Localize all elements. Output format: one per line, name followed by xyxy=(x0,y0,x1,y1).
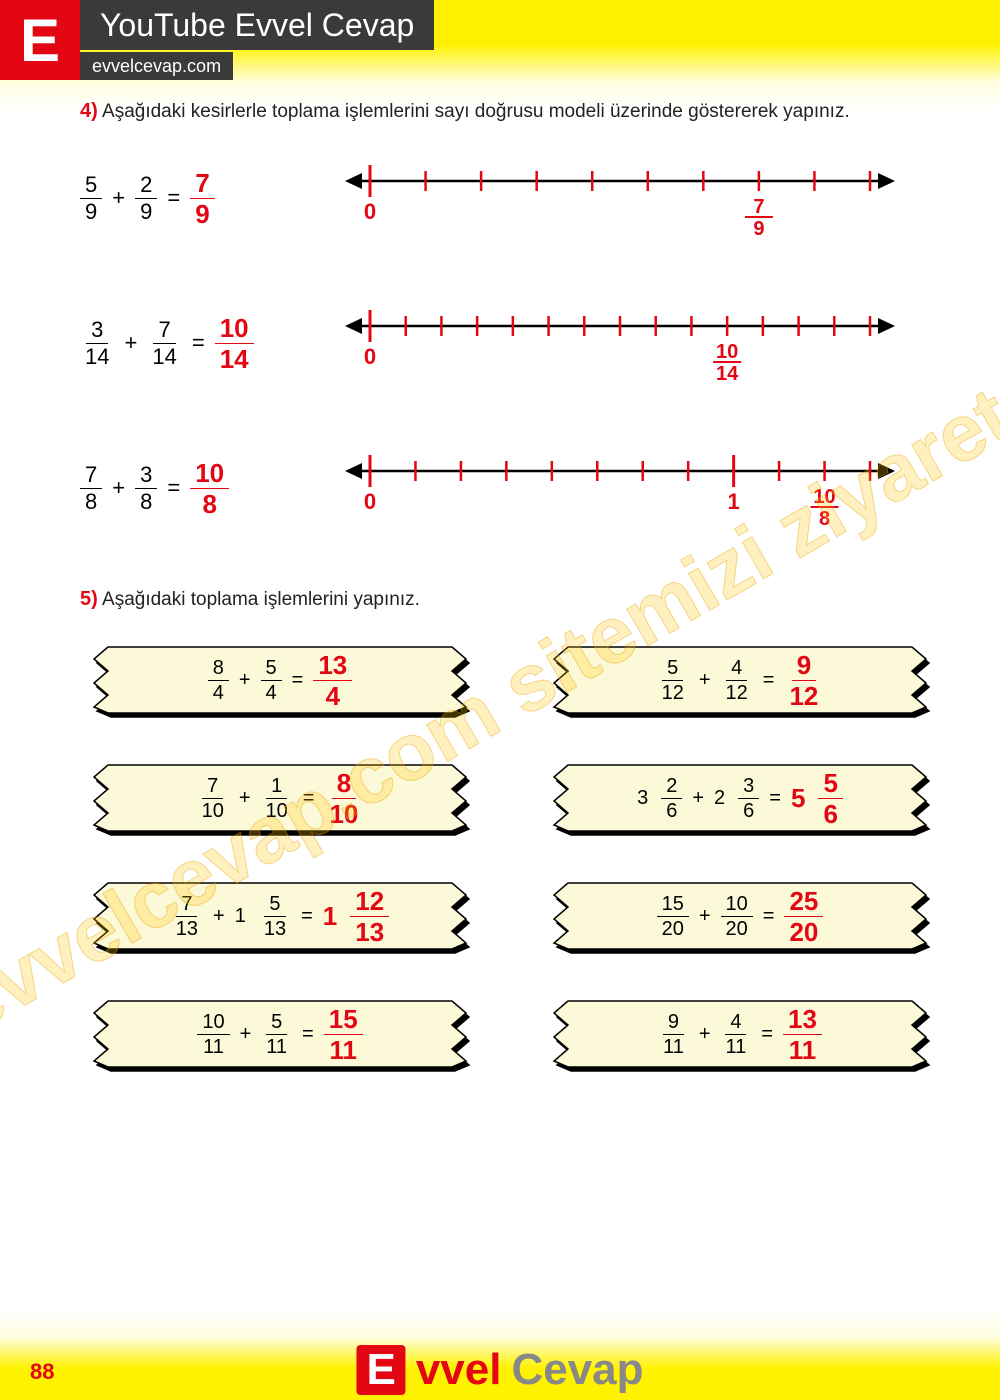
q4-row: 78 + 38 = 108 0 1 108 xyxy=(80,443,940,533)
q5-number: 5) xyxy=(80,588,98,610)
q4-equation: 314 + 714 = 1014 xyxy=(80,315,300,372)
svg-text:9: 9 xyxy=(753,218,764,240)
q5-grid: 84 + 54 = 134 512 + 412 = 912 710 + 110 … xyxy=(80,641,940,1073)
header-title: YouTube Evvel Cevap xyxy=(80,0,434,50)
page-content: 4) Aşağıdaki kesirlerle toplama işlemler… xyxy=(0,90,1000,1330)
box-equation: 326 + 236 = 556 xyxy=(540,759,940,837)
q4-equation: 78 + 38 = 108 xyxy=(80,460,300,517)
svg-text:8: 8 xyxy=(819,508,830,530)
q5-prompt: 5) Aşağıdaki toplama işlemlerini yapınız… xyxy=(80,588,940,611)
q4-row: 59 + 29 = 79 0 79 xyxy=(80,153,940,243)
footer-text-1: vvel xyxy=(416,1345,502,1395)
svg-text:10: 10 xyxy=(716,341,738,363)
box-equation: 1520 + 1020 = 2520 xyxy=(540,877,940,955)
svg-text:0: 0 xyxy=(364,344,376,369)
zigzag-box: 1520 + 1020 = 2520 xyxy=(540,877,940,955)
zigzag-box: 911 + 411 = 1311 xyxy=(540,995,940,1073)
zigzag-box: 1011 + 511 = 1511 xyxy=(80,995,480,1073)
q5-section: 5) Aşağıdaki toplama işlemlerini yapınız… xyxy=(80,588,940,1073)
footer-logo: Evvel Cevap xyxy=(356,1345,643,1395)
q4-rows-container: 59 + 29 = 79 079 314 + 714 = 1014 01014 … xyxy=(80,153,940,533)
svg-text:0: 0 xyxy=(364,199,376,224)
svg-text:7: 7 xyxy=(753,196,764,218)
box-equation: 710 + 110 = 810 xyxy=(80,759,480,837)
box-equation: 713 + 1513 = 11213 xyxy=(80,877,480,955)
box-equation: 84 + 54 = 134 xyxy=(80,641,480,719)
number-line: 0 1 108 xyxy=(340,443,940,533)
zigzag-box: 710 + 110 = 810 xyxy=(80,759,480,837)
box-equation: 1011 + 511 = 1511 xyxy=(80,995,480,1073)
page-number: 88 xyxy=(30,1359,54,1385)
footer-text-2: Cevap xyxy=(511,1345,643,1395)
zigzag-box: 713 + 1513 = 11213 xyxy=(80,877,480,955)
box-equation: 911 + 411 = 1311 xyxy=(540,995,940,1073)
svg-text:0: 0 xyxy=(364,489,376,514)
footer-e-badge: E xyxy=(356,1345,405,1395)
q4-number: 4) xyxy=(80,100,98,122)
zigzag-box: 326 + 236 = 556 xyxy=(540,759,940,837)
svg-text:1: 1 xyxy=(728,489,740,514)
header-url: evvelcevap.com xyxy=(80,52,233,80)
number-line: 0 1014 xyxy=(340,298,940,388)
number-line: 0 79 xyxy=(340,153,940,243)
zigzag-box: 512 + 412 = 912 xyxy=(540,641,940,719)
q4-equation: 59 + 29 = 79 xyxy=(80,170,300,227)
zigzag-box: 84 + 54 = 134 xyxy=(80,641,480,719)
q5-text: Aşağıdaki toplama işlemlerini yapınız. xyxy=(102,589,420,610)
box-equation: 512 + 412 = 912 xyxy=(540,641,940,719)
q4-text: Aşağıdaki kesirlerle toplama işlemlerini… xyxy=(102,101,850,122)
logo-e-badge: E xyxy=(0,0,80,80)
q4-prompt: 4) Aşağıdaki kesirlerle toplama işlemler… xyxy=(80,100,940,123)
q4-row: 314 + 714 = 1014 0 1014 xyxy=(80,298,940,388)
svg-text:10: 10 xyxy=(813,486,835,508)
svg-text:14: 14 xyxy=(716,363,739,385)
